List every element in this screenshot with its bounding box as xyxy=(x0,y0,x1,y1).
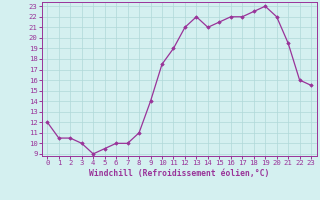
X-axis label: Windchill (Refroidissement éolien,°C): Windchill (Refroidissement éolien,°C) xyxy=(89,169,269,178)
